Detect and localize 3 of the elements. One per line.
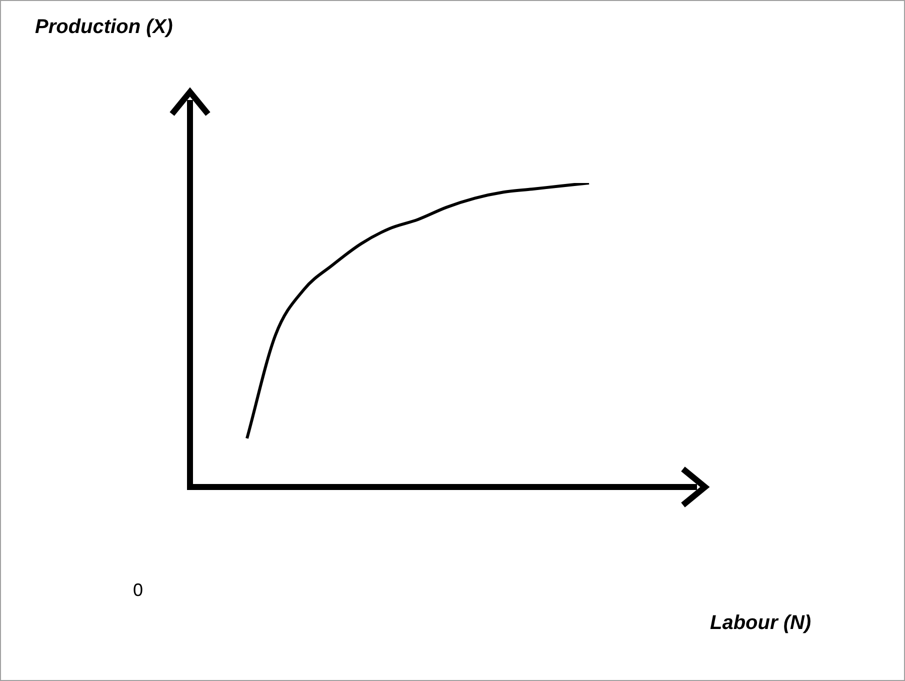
text: Labour (N)	[710, 612, 812, 635]
text: Production (X)	[35, 16, 173, 39]
text: 0	[133, 580, 144, 601]
